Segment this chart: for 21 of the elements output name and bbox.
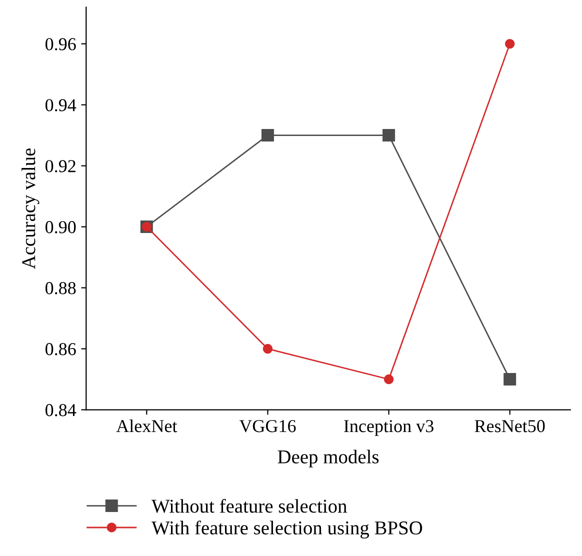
point	[504, 373, 516, 386]
x-tick-label: AlexNet	[116, 419, 178, 432]
y-tick-label: 0.96	[46, 38, 76, 50]
x-tick-label: ResNet50	[474, 420, 545, 432]
y-tick-label: 0.90	[46, 221, 76, 234]
y-tick-label: 0.88	[46, 282, 76, 294]
legend-label: With feature selection using BPSO	[152, 520, 422, 538]
point	[262, 344, 273, 354]
x-tick-label: Inception v3	[344, 420, 434, 436]
x-tick-label: VGG16	[239, 420, 296, 432]
y-tick-label: 0.94	[46, 99, 76, 112]
y-tick-label: 0.92	[46, 160, 76, 172]
y-tick-label: 0.86	[46, 343, 76, 356]
legend-label: Without feature selection	[152, 498, 347, 513]
y-axis-title: Accuracy value	[22, 148, 40, 270]
point	[382, 129, 396, 142]
point	[384, 374, 394, 384]
point	[261, 129, 274, 142]
y-tick-label: 0.84	[46, 404, 76, 416]
x-axis-title: Deep models	[278, 450, 379, 468]
point	[504, 38, 515, 49]
